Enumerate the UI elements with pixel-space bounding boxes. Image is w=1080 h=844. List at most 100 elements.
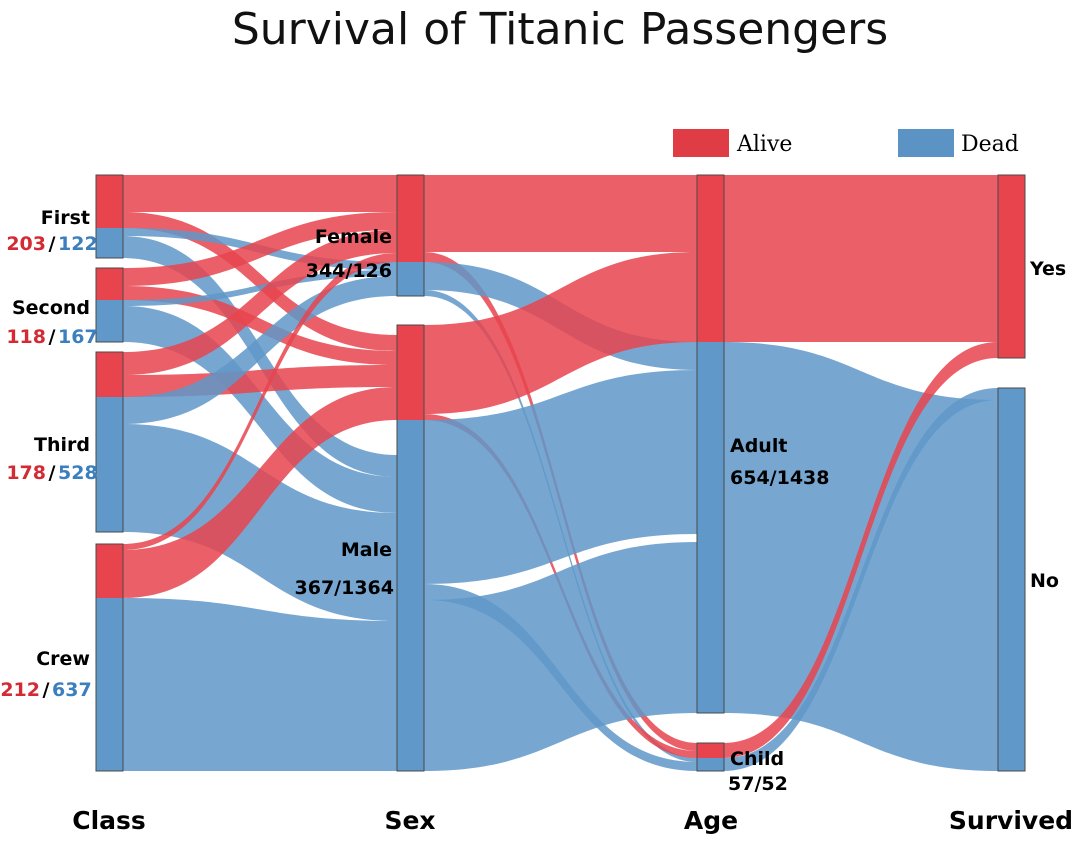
crew-dead-count: 637: [52, 679, 92, 701]
node-crew: [95, 543, 124, 772]
axis-label-survived: Survived: [949, 806, 1073, 835]
node-segment: [397, 325, 424, 420]
node-outline: [997, 387, 1026, 772]
node-outline: [95, 543, 124, 772]
class-node-labels: First 203 / 122 Second 118 / 167 Third 1…: [0, 207, 97, 701]
node-label-first: First: [41, 207, 90, 229]
flow-male-adult-dead-b: [424, 542, 697, 771]
node-segment: [998, 175, 1025, 358]
node-segment: [397, 262, 424, 296]
female-counts: 344/126: [306, 260, 392, 282]
node-label-crew: Crew: [36, 648, 90, 670]
flow-second-female-alive: [123, 212, 397, 286]
node-outline: [396, 324, 425, 772]
second-dead-count: 167: [58, 326, 98, 348]
node-segment: [96, 352, 123, 397]
node-outline: [95, 174, 124, 259]
node-label-third: Third: [34, 434, 90, 456]
third-alive-count: 178: [6, 462, 46, 484]
node-label-female: Female: [315, 226, 392, 248]
crew-count-separator: /: [43, 679, 50, 701]
sex-node-labels: Female 344/126 Male 367/1364: [295, 226, 394, 599]
flow-third-male-dead: [123, 424, 397, 621]
node-child: [696, 742, 725, 772]
axis-label-class: Class: [72, 806, 146, 835]
node-no: [997, 387, 1026, 772]
node-outline: [95, 267, 124, 343]
crew-alive-count: 212: [0, 679, 40, 701]
flow-female-adult-alive: [424, 175, 697, 252]
node-segment: [397, 420, 424, 771]
node-segment: [397, 175, 424, 262]
flow-second-female-dead: [123, 270, 397, 306]
adult-counts: 654/1438: [730, 467, 829, 489]
node-female: [396, 174, 425, 297]
node-segment: [96, 300, 123, 342]
flow-male-child-dead: [424, 584, 697, 771]
node-label-child: Child: [730, 748, 784, 770]
node-segment: [998, 388, 1025, 771]
legend-dead-swatch: [898, 129, 954, 157]
flow-crew-female-alive: [123, 253, 397, 550]
flow-male-adult-alive: [424, 252, 697, 414]
first-count-separator: /: [49, 233, 56, 255]
legend: Alive Dead: [673, 129, 1019, 157]
node-segment: [96, 228, 123, 258]
node-layer: [95, 174, 1026, 772]
male-counts: 367/1364: [295, 577, 394, 599]
flow-crew-male-alive: [123, 387, 397, 598]
node-label-second: Second: [12, 297, 90, 319]
node-outline: [696, 742, 725, 772]
node-second: [95, 267, 124, 343]
node-label-male: Male: [341, 539, 392, 561]
flow-second-male-alive: [123, 286, 397, 365]
node-yes: [997, 174, 1026, 359]
node-segment: [96, 397, 123, 532]
second-alive-count: 118: [6, 326, 46, 348]
node-label-adult: Adult: [730, 435, 787, 457]
flow-third-female-alive: [123, 230, 397, 375]
node-outline: [95, 351, 124, 533]
axis-label-age: Age: [684, 806, 738, 835]
node-segment: [96, 544, 123, 598]
flow-crew-male-dead: [123, 598, 397, 771]
survived-node-labels: Yes No: [1029, 258, 1066, 592]
legend-alive-label: Alive: [736, 132, 792, 157]
node-first: [95, 174, 124, 259]
flow-layer: [123, 175, 998, 771]
child-counts: 57/52: [728, 773, 788, 795]
axis-label-sex: Sex: [384, 806, 435, 835]
second-count-separator: /: [49, 326, 56, 348]
node-label-yes: Yes: [1029, 258, 1066, 280]
flow-first-male-alive: [123, 212, 397, 351]
node-third: [95, 351, 124, 533]
node-adult: [696, 174, 725, 714]
flow-first-female-alive: [123, 175, 397, 212]
node-outline: [997, 174, 1026, 359]
flow-adult-yes: [724, 175, 998, 342]
node-segment: [96, 598, 123, 771]
node-segment: [697, 342, 724, 713]
flow-male-adult-dead-a: [424, 370, 697, 584]
node-segment: [697, 743, 724, 758]
node-segment: [96, 175, 123, 228]
node-outline: [396, 174, 425, 297]
node-segment: [96, 268, 123, 300]
legend-alive-swatch: [673, 129, 729, 157]
node-male: [396, 324, 425, 772]
flow-child-no: [724, 388, 998, 771]
chart-title: Survival of Titanic Passengers: [232, 4, 888, 55]
first-alive-count: 203: [6, 233, 46, 255]
node-segment: [697, 175, 724, 342]
legend-dead-label: Dead: [961, 132, 1019, 157]
third-count-separator: /: [49, 462, 56, 484]
flow-child-yes: [724, 342, 998, 758]
node-outline: [696, 174, 725, 714]
flow-third-female-dead: [123, 276, 397, 424]
node-segment: [697, 758, 724, 771]
first-dead-count: 122: [58, 233, 98, 255]
axis-labels: Class Sex Age Survived: [72, 806, 1073, 835]
third-dead-count: 528: [58, 462, 98, 484]
age-node-labels: Adult 654/1438 Child 57/52: [728, 435, 829, 795]
